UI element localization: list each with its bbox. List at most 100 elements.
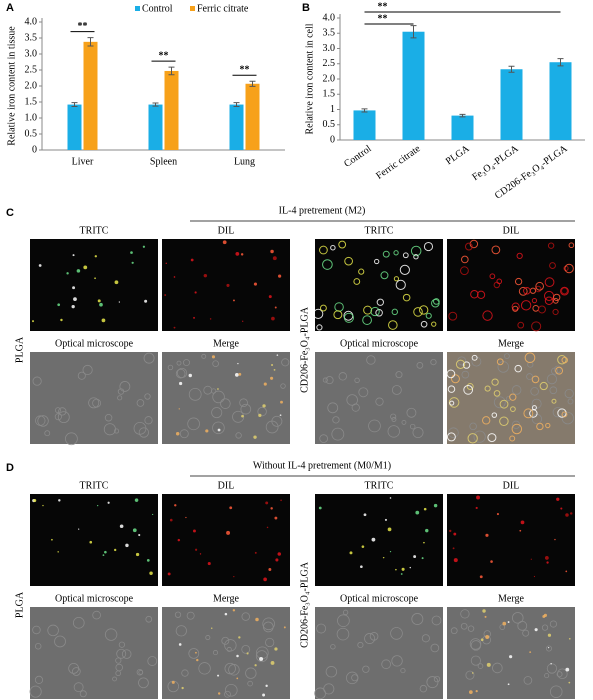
micrograph: [447, 607, 575, 699]
cell: [510, 406, 516, 412]
cell: [567, 398, 574, 405]
cell: [489, 273, 496, 280]
cell: [102, 554, 105, 557]
cell: [514, 364, 522, 373]
cell: [101, 318, 106, 323]
cell: [82, 364, 93, 376]
cell: [470, 290, 479, 299]
cell: [354, 377, 360, 384]
cell: [265, 637, 275, 648]
cell: [54, 413, 62, 421]
cell: [224, 683, 238, 697]
cell: [138, 533, 141, 537]
cell: [455, 359, 466, 369]
cell: [33, 498, 37, 503]
cell: [238, 372, 242, 376]
cell: [254, 664, 257, 667]
cell: [518, 286, 528, 296]
cell: [484, 615, 487, 618]
cell: [327, 402, 339, 414]
cell: [72, 617, 85, 629]
cell: [543, 613, 547, 617]
cell: [568, 242, 575, 249]
cell: [177, 538, 181, 542]
cell: [353, 278, 361, 285]
cell: [380, 271, 389, 280]
cell: [190, 258, 194, 262]
bar: [164, 70, 179, 150]
cell: [273, 368, 276, 371]
cell: [233, 576, 235, 578]
cell: [107, 501, 110, 504]
cell: [313, 308, 324, 319]
cell: [195, 548, 198, 551]
cell: [531, 375, 540, 384]
cell: [358, 387, 369, 398]
cell: [446, 369, 456, 379]
cell: [409, 423, 416, 430]
cell: [561, 411, 568, 418]
cell: [547, 242, 555, 249]
cell: [263, 382, 267, 386]
cell: [222, 240, 227, 245]
cell: [569, 512, 573, 515]
y-tick-label: 1.5: [25, 96, 38, 107]
cell: [195, 651, 197, 654]
bar: [451, 115, 474, 140]
cell: [485, 635, 490, 639]
cell: [72, 286, 76, 290]
cell: [381, 659, 391, 670]
cell: [203, 273, 208, 278]
y-axis-label: Relative iron content in cell: [304, 23, 315, 134]
cell: [491, 412, 498, 418]
x-tick-label: Spleen: [150, 156, 177, 167]
cell: [505, 396, 511, 402]
cell: [147, 656, 158, 666]
cell: [173, 276, 176, 278]
cell: [433, 503, 438, 508]
cell: [476, 290, 486, 299]
cell: [376, 298, 384, 306]
cell: [364, 633, 376, 644]
micrograph: [162, 239, 290, 331]
micrograph: [447, 494, 575, 586]
cell: [471, 672, 474, 674]
cell: [507, 683, 510, 686]
cell: [182, 359, 190, 367]
cell: [236, 654, 239, 658]
bar: [229, 104, 244, 150]
image-label: Optical microscope: [55, 338, 134, 349]
cell: [399, 264, 410, 275]
cell: [185, 516, 187, 519]
cell: [496, 358, 504, 366]
cell: [514, 277, 523, 286]
cell: [411, 613, 424, 625]
micrograph: [162, 352, 290, 444]
cell: [469, 422, 477, 431]
cell: [207, 562, 211, 566]
cell: [477, 663, 484, 669]
cell: [425, 312, 432, 319]
cell: [471, 354, 478, 361]
cell: [319, 245, 328, 255]
cell: [118, 301, 121, 303]
bar: [353, 110, 376, 140]
cell: [471, 356, 482, 367]
cell: [391, 308, 399, 316]
cell: [71, 305, 75, 309]
cell: [336, 627, 350, 641]
cell: [547, 647, 550, 649]
cell: [475, 506, 478, 510]
cell: [547, 633, 552, 637]
cell: [220, 398, 231, 409]
cell: [546, 561, 549, 564]
cell: [92, 398, 102, 408]
y-axis-label: Relative iron content in tissue: [6, 26, 17, 146]
cell: [94, 277, 96, 280]
cell: [466, 383, 474, 391]
cell: [322, 377, 328, 383]
cell: [453, 558, 458, 563]
cell: [556, 497, 560, 501]
cell: [499, 624, 506, 631]
cell: [338, 240, 347, 249]
